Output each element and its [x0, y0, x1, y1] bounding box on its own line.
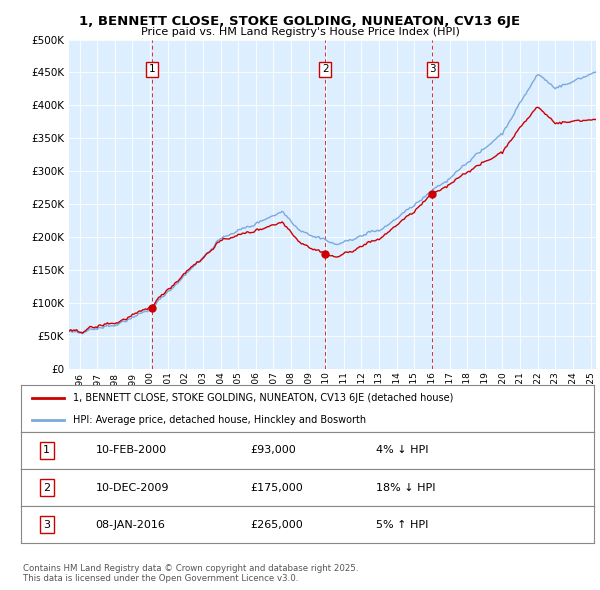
Text: 5% ↑ HPI: 5% ↑ HPI	[376, 520, 428, 530]
Text: £265,000: £265,000	[250, 520, 303, 530]
Point	[320, 249, 330, 258]
Text: 3: 3	[429, 64, 436, 74]
Text: 18% ↓ HPI: 18% ↓ HPI	[376, 483, 436, 493]
Text: 2: 2	[43, 483, 50, 493]
Text: Price paid vs. HM Land Registry's House Price Index (HPI): Price paid vs. HM Land Registry's House …	[140, 27, 460, 37]
Text: Contains HM Land Registry data © Crown copyright and database right 2025.
This d: Contains HM Land Registry data © Crown c…	[23, 563, 358, 583]
Text: 08-JAN-2016: 08-JAN-2016	[95, 520, 166, 530]
Text: 1, BENNETT CLOSE, STOKE GOLDING, NUNEATON, CV13 6JE: 1, BENNETT CLOSE, STOKE GOLDING, NUNEATO…	[79, 15, 521, 28]
Text: HPI: Average price, detached house, Hinckley and Bosworth: HPI: Average price, detached house, Hinc…	[73, 415, 365, 425]
Point	[147, 303, 157, 312]
Text: 3: 3	[43, 520, 50, 530]
Text: 4% ↓ HPI: 4% ↓ HPI	[376, 445, 429, 455]
Text: 10-FEB-2000: 10-FEB-2000	[95, 445, 167, 455]
Text: 10-DEC-2009: 10-DEC-2009	[95, 483, 169, 493]
Point	[428, 189, 437, 199]
Text: 2: 2	[322, 64, 328, 74]
Text: 1: 1	[149, 64, 155, 74]
Text: 1: 1	[43, 445, 50, 455]
Text: 1, BENNETT CLOSE, STOKE GOLDING, NUNEATON, CV13 6JE (detached house): 1, BENNETT CLOSE, STOKE GOLDING, NUNEATO…	[73, 393, 453, 403]
Text: £175,000: £175,000	[250, 483, 303, 493]
Text: £93,000: £93,000	[250, 445, 296, 455]
